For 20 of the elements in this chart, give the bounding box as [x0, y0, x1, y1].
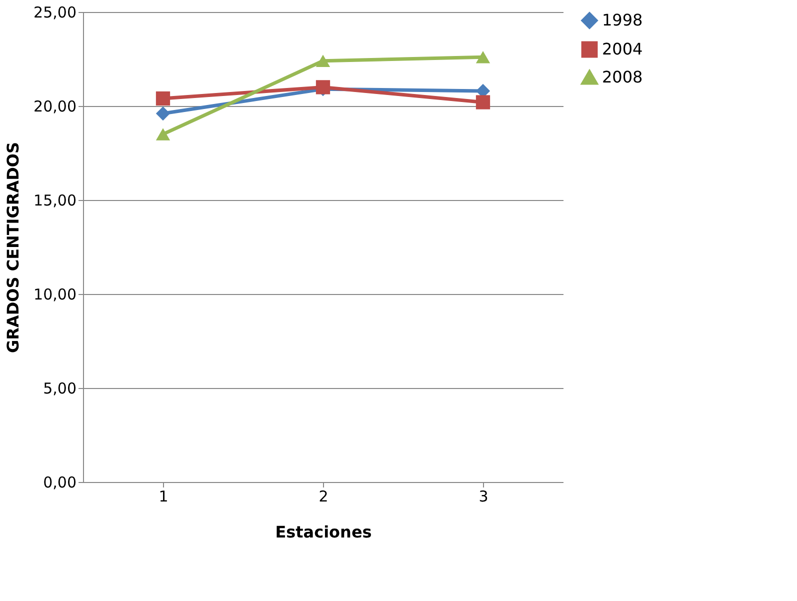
- y-tick-label: 20,00: [34, 98, 76, 116]
- y-tick-label: 10,00: [34, 286, 76, 304]
- legend-label: 2008: [602, 68, 643, 86]
- point: [476, 95, 490, 110]
- point: [156, 91, 170, 106]
- y-tick-label: 15,00: [34, 192, 76, 210]
- x-axis-title: Estaciones: [275, 522, 372, 542]
- point: [476, 50, 490, 64]
- legend-label: 2004: [602, 40, 643, 58]
- x-tick-label: 1: [158, 488, 168, 506]
- x-tick-label: 2: [318, 488, 328, 506]
- x-tick-label: 3: [478, 488, 488, 506]
- point: [156, 106, 170, 121]
- y-tick-label: 25,00: [34, 4, 76, 22]
- legend-label: 1998: [602, 10, 643, 30]
- point: [316, 54, 330, 68]
- y-tick-label: 0,00: [43, 474, 76, 492]
- y-axis-title: GRADOS CENTIGRADOS: [4, 142, 23, 353]
- point: [156, 128, 170, 140]
- y-tick-label: 5,00: [43, 380, 76, 398]
